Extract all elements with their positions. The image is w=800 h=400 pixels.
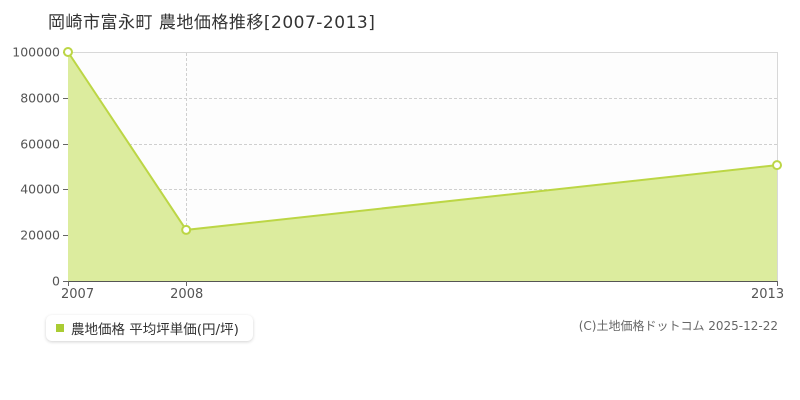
plot-area: [68, 52, 778, 282]
x-axis-tick-label: 2013: [751, 287, 785, 302]
x-axis-tick-label: 2008: [170, 287, 204, 302]
y-axis-tick-label: 20000: [20, 227, 60, 243]
y-axis-tick-mark: [63, 189, 69, 191]
y-axis-tick-label: 60000: [20, 136, 60, 152]
legend-swatch-icon: [56, 324, 64, 332]
y-axis-tick-mark: [63, 143, 69, 145]
gridline-vertical: [186, 53, 188, 281]
x-axis-tick-mark: [68, 281, 69, 286]
y-axis-tick-label: 80000: [20, 90, 60, 106]
gridline-horizontal: [69, 189, 777, 191]
y-axis-tick-mark: [63, 97, 69, 99]
page-title: 岡崎市富永町 農地価格推移[2007-2013]: [48, 13, 376, 33]
x-axis-tick-mark: [186, 281, 188, 286]
gridline-horizontal: [69, 143, 777, 145]
legend-label: 農地価格 平均坪単価(円/坪): [71, 322, 239, 338]
y-axis-tick-label: 40000: [20, 181, 60, 197]
gridline-horizontal: [69, 97, 777, 99]
y-axis-tick-mark: [63, 235, 69, 237]
copyright-text: (C)土地価格ドットコム 2025-12-22: [578, 319, 778, 333]
x-axis-tick-mark: [777, 281, 778, 286]
x-axis-tick-label: 2007: [61, 287, 95, 302]
y-axis-tick-mark: [63, 281, 69, 282]
gridline-horizontal: [69, 235, 777, 237]
y-axis-tick-label: 0: [52, 273, 60, 289]
x-axis-line: [68, 281, 778, 282]
legend[interactable]: 農地価格 平均坪単価(円/坪): [46, 315, 253, 341]
y-axis-tick-mark: [63, 52, 69, 53]
y-axis-tick-label: 100000: [12, 44, 60, 60]
y-axis-line: [68, 52, 69, 282]
